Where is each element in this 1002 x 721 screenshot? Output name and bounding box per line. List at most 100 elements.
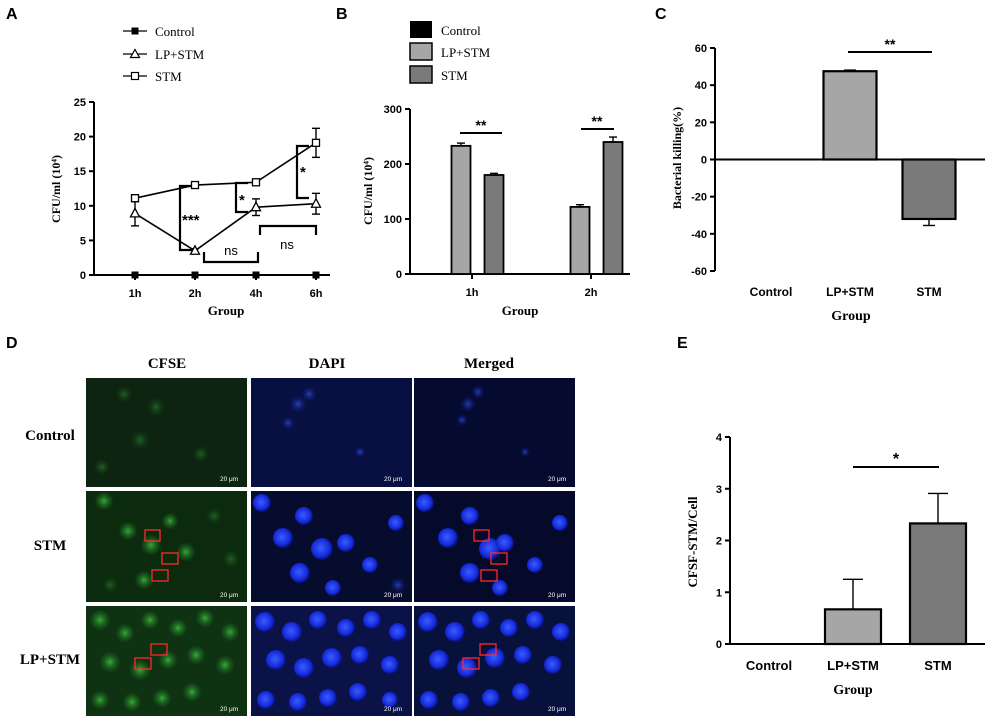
annotation-c-1: ** <box>885 36 896 52</box>
image-control-cfse: 20 μm <box>86 378 247 487</box>
chart-c-significance: ** <box>848 36 932 53</box>
chart-e-y-label: CFSF-STM/Cell <box>685 496 700 587</box>
highlight-box <box>490 552 508 565</box>
x-tick-label: 4h <box>250 288 263 300</box>
series-line-1 <box>134 202 317 252</box>
annotation-a-ns-1: ns <box>224 243 238 258</box>
annotation-e-1: * <box>893 451 900 468</box>
y-tick-label: 5 <box>80 235 86 247</box>
data-point <box>312 271 320 279</box>
chart-b-significance: ** ** <box>460 113 614 134</box>
y-tick-label: 25 <box>74 97 86 109</box>
image-lp-stm-merged: 20 μm <box>414 606 575 716</box>
annotation-a-1: *** <box>182 212 200 229</box>
chart-a-y-label: CFU/ml (10⁴) <box>49 155 63 223</box>
highlight-box <box>462 657 480 670</box>
chart-a-significance: *** * * ns ns <box>178 144 318 264</box>
y-tick-label: 100 <box>384 214 402 226</box>
annotation-a-3: * <box>300 164 306 181</box>
data-point <box>252 271 260 279</box>
column-header-dapi: DAPI <box>309 356 346 372</box>
image-lp-stm-cfse: 20 μm <box>86 606 247 716</box>
y-tick-label: 40 <box>695 80 707 92</box>
chart-a-legend: Control LP+STM STM <box>123 24 205 84</box>
highlight-box <box>479 643 497 656</box>
annotation-a-ns-2: ns <box>280 237 294 252</box>
y-tick-label: 200 <box>384 159 402 171</box>
highlight-box <box>480 569 498 582</box>
annotation-b-1: ** <box>476 117 487 133</box>
data-point <box>189 244 201 255</box>
row-label-control: Control <box>25 428 75 444</box>
bar-lp-stm <box>822 70 878 161</box>
bar-stm <box>901 158 957 221</box>
data-point <box>131 271 139 279</box>
scale-bar-label: 20 μm <box>220 706 238 713</box>
chart-c-x-label: Group <box>831 309 871 324</box>
y-tick-label: -60 <box>691 266 707 278</box>
x-tick-label: LP+STM <box>827 658 879 673</box>
legend-swatch-control <box>410 21 432 38</box>
row-label-lp-stm: LP+STM <box>20 652 80 668</box>
legend-label-control: Control <box>441 23 481 38</box>
scale-bar-label: 20 μm <box>220 476 238 483</box>
legend-label-control: Control <box>155 24 195 39</box>
chart-b-legend: Control LP+STM STM <box>409 21 491 84</box>
panel-label-d: D <box>6 335 18 352</box>
x-tick-label: STM <box>916 285 941 299</box>
scale-bar-label: 20 μm <box>220 592 238 599</box>
microscopy-panel: CFSE DAPI Merged Control STM LP+STM 20 μ… <box>20 356 575 716</box>
highlight-box <box>134 657 152 670</box>
legend-swatch-stm <box>409 65 433 84</box>
scale-bar-label: 20 μm <box>384 476 402 483</box>
chart-c-bar: -60 -40 -20 0 20 40 60 Control LP+STM STM ** Bact… <box>670 36 985 324</box>
image-lp-stm-dapi: 20 μm <box>251 606 412 716</box>
x-tick-label: LP+STM <box>826 285 874 299</box>
image-control-merged: 20 μm <box>414 378 575 487</box>
x-tick-label: 6h <box>310 288 323 300</box>
highlight-box <box>161 552 179 565</box>
y-tick-label: 15 <box>74 166 86 178</box>
y-tick-label: -20 <box>691 192 707 204</box>
annotation-b-2: ** <box>592 113 603 129</box>
legend-label-lp-stm: LP+STM <box>441 45 491 60</box>
data-point <box>130 194 140 203</box>
y-tick-label: 4 <box>716 432 723 444</box>
highlight-box <box>151 569 169 582</box>
bar-lp-stm <box>569 205 591 275</box>
chart-e-x-label: Group <box>833 683 873 698</box>
y-tick-label: 2 <box>716 536 722 548</box>
y-tick-label: 3 <box>716 484 722 496</box>
x-tick-label: Control <box>746 658 792 673</box>
image-control-dapi: 20 μm <box>251 378 412 487</box>
bar-stm <box>602 141 624 275</box>
panel-label-b: B <box>336 6 348 23</box>
y-tick-label: 0 <box>396 269 402 281</box>
y-tick-label: -40 <box>691 229 707 241</box>
legend-label-stm: STM <box>441 68 468 83</box>
legend-swatch-lp-stm <box>409 42 433 61</box>
y-tick-label: 0 <box>80 270 86 282</box>
legend-label-stm: STM <box>155 69 182 84</box>
bar-lp-stm <box>450 144 472 275</box>
y-tick-label: 20 <box>695 117 707 129</box>
row-label-stm: STM <box>34 538 67 554</box>
y-tick-label: 0 <box>701 155 707 167</box>
y-tick-label: 20 <box>74 132 86 144</box>
data-point <box>190 180 200 190</box>
panel-label-c: C <box>655 6 667 23</box>
data-point <box>129 207 141 218</box>
scale-bar-label: 20 μm <box>548 706 566 713</box>
chart-b-x-label: Group <box>502 303 539 318</box>
x-tick-label: 2h <box>189 288 202 300</box>
series-line-2 <box>134 142 317 199</box>
chart-b-bar: Control LP+STM STM 0 100 200 300 1h 2h ** ** … <box>361 21 630 318</box>
chart-e-significance: * <box>853 451 939 468</box>
y-tick-label: 60 <box>695 43 707 55</box>
data-point <box>250 200 262 212</box>
data-point <box>311 138 321 147</box>
bar-stm <box>483 174 505 275</box>
data-point <box>251 178 261 187</box>
